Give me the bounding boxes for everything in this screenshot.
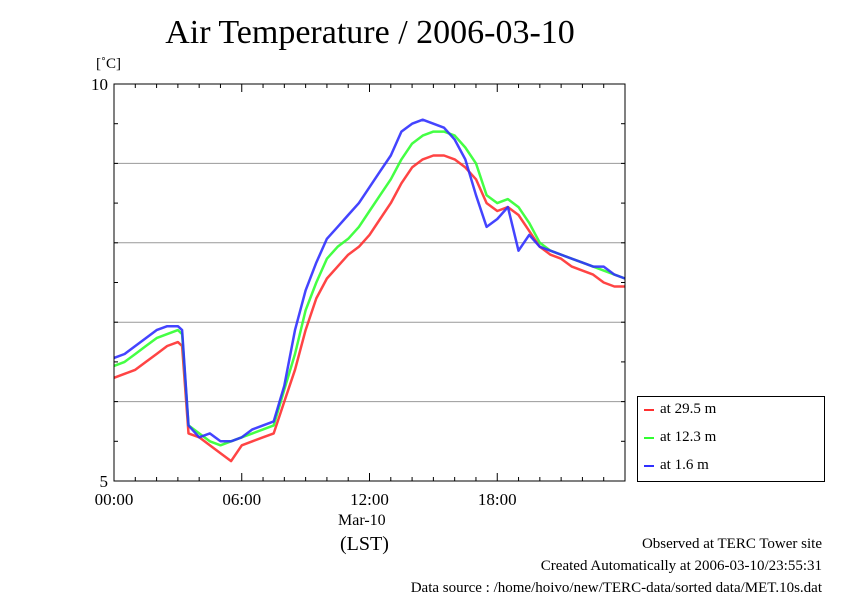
series-line-1	[113, 130, 626, 447]
footer-source: Data source : /home/hoivo/new/TERC-data/…	[410, 580, 822, 596]
footer-created: Created Automatically at 2006-03-10/23:5…	[540, 558, 822, 574]
x-axis-date-label: Mar-10	[338, 512, 386, 529]
legend-swatch-blue	[644, 464, 654, 467]
x-tick-label: 12:00	[350, 490, 389, 509]
series-line-2	[113, 118, 626, 443]
legend-item-29-5m: at 29.5 m	[644, 401, 716, 418]
series-line-0	[113, 154, 625, 463]
x-axis-label: (LST)	[340, 533, 389, 555]
footer-site: Observed at TERC Tower site	[641, 536, 822, 552]
chart-title: Air Temperature / 2006-03-10	[165, 14, 575, 51]
x-tick-label: 00:00	[95, 490, 134, 509]
x-tick-label: 06:00	[222, 490, 261, 509]
legend-swatch-red	[644, 408, 654, 411]
y-tick-label: 10	[91, 75, 108, 94]
x-tick-label: 18:00	[478, 490, 517, 509]
legend: at 29.5 m at 12.3 m at 1.6 m	[637, 396, 825, 482]
plot-frame	[113, 83, 626, 482]
y-axis-unit-label: [˚C]	[96, 56, 121, 72]
legend-item-12-3m: at 12.3 m	[644, 429, 716, 446]
legend-swatch-green	[644, 436, 654, 439]
legend-item-1-6m: at 1.6 m	[644, 457, 709, 474]
legend-label: at 12.3 m	[660, 429, 717, 445]
legend-label: at 1.6 m	[660, 457, 709, 473]
legend-label: at 29.5 m	[660, 401, 717, 417]
y-tick-label: 5	[100, 472, 109, 491]
